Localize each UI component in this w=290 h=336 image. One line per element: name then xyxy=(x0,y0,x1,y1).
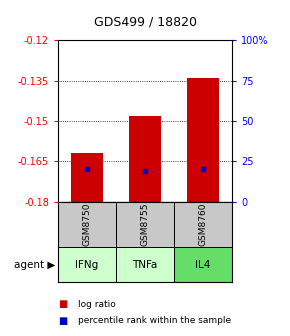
Text: ■: ■ xyxy=(58,299,67,309)
Text: GSM8750: GSM8750 xyxy=(82,203,92,246)
Bar xyxy=(174,202,232,247)
Bar xyxy=(187,78,219,202)
Text: log ratio: log ratio xyxy=(78,300,116,308)
Text: GSM8755: GSM8755 xyxy=(140,203,150,246)
Text: ■: ■ xyxy=(58,316,67,326)
Text: TNFa: TNFa xyxy=(132,260,158,269)
Bar xyxy=(174,247,232,282)
Text: percentile rank within the sample: percentile rank within the sample xyxy=(78,317,231,325)
Text: IFNg: IFNg xyxy=(75,260,99,269)
Bar xyxy=(116,247,174,282)
Bar xyxy=(58,202,116,247)
Text: IL4: IL4 xyxy=(195,260,211,269)
Bar xyxy=(58,247,116,282)
Bar xyxy=(129,116,161,202)
Bar xyxy=(116,202,174,247)
Bar xyxy=(71,153,103,202)
Text: GDS499 / 18820: GDS499 / 18820 xyxy=(93,15,197,28)
Text: agent ▶: agent ▶ xyxy=(14,260,55,269)
Text: GSM8760: GSM8760 xyxy=(198,203,208,246)
